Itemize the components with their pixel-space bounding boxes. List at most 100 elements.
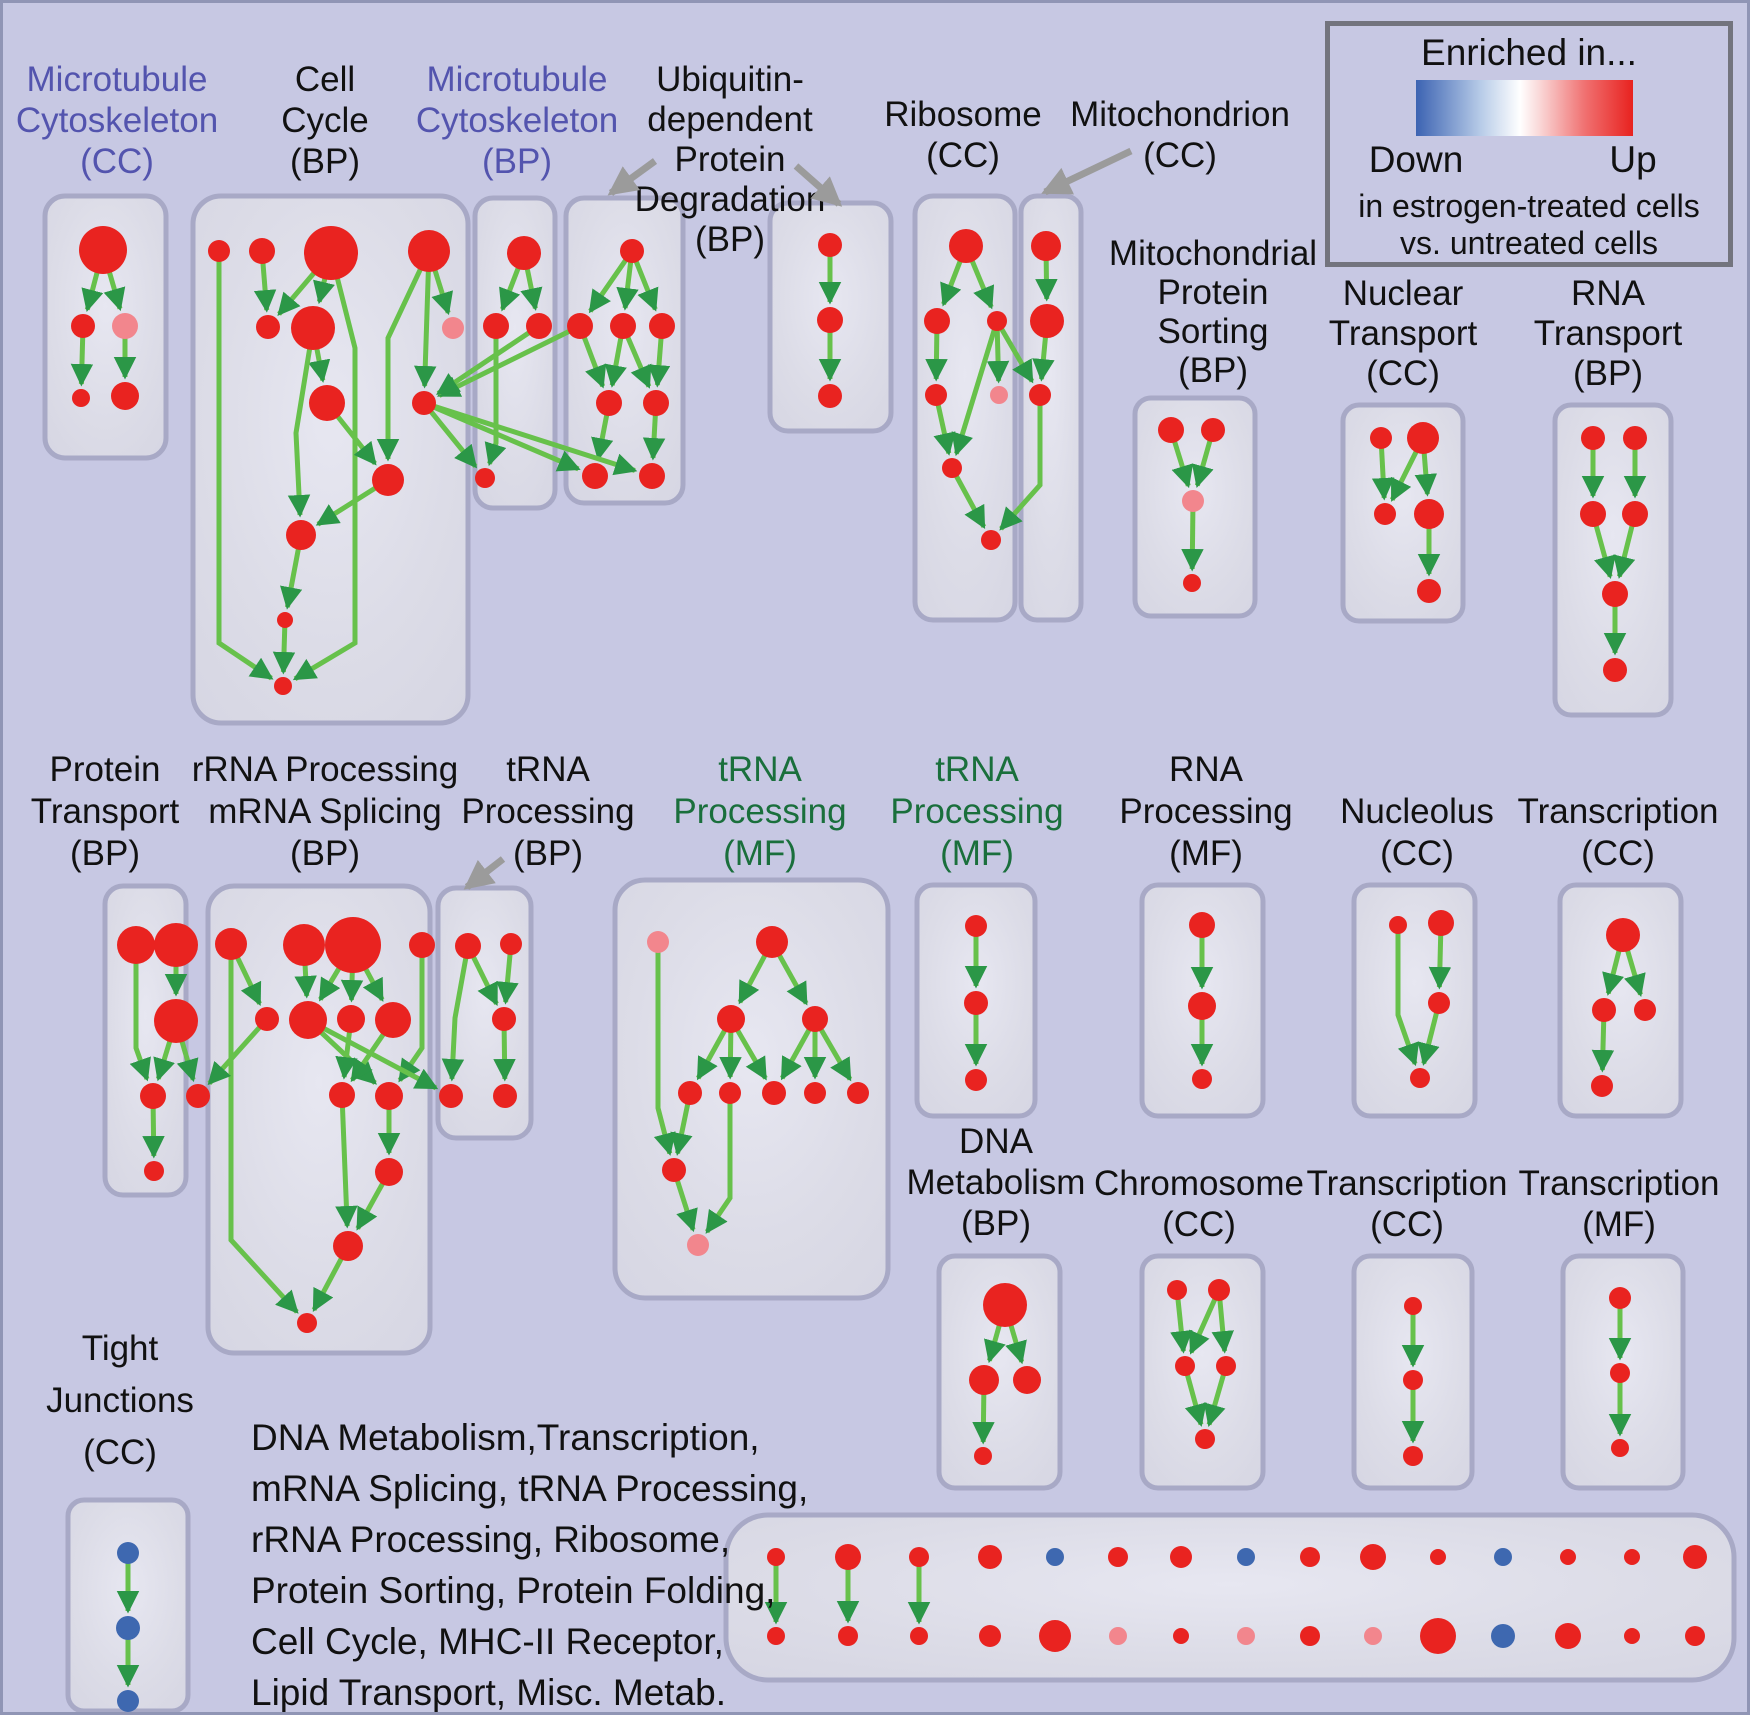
go-term-node: [333, 1231, 363, 1261]
go-term-node: [154, 923, 198, 967]
go-term-node: [140, 1083, 166, 1109]
go-term-node: [1624, 1549, 1640, 1565]
cluster-label-rna-transport: (BP): [1573, 354, 1643, 393]
cluster-box-dna-metabolism: [936, 1253, 1063, 1491]
go-term-node: [925, 384, 947, 406]
go-term-node: [1414, 499, 1444, 529]
cross-edge: [306, 1017, 439, 1091]
annotation-line: Cell Cycle, MHC-II Receptor,: [251, 1621, 724, 1662]
edge-rrna-processing-mrna-splicing: [397, 945, 425, 1083]
cluster-label-ribosome: (CC): [926, 136, 1000, 175]
edge-chromosome: [1188, 1288, 1222, 1355]
go-term-node: [1108, 1547, 1128, 1567]
go-term-node: [116, 1616, 140, 1640]
edge-rrna-processing-mrna-splicing: [335, 1094, 358, 1229]
cross-edge: [994, 319, 1035, 384]
annotation-line: rRNA Processing, Ribosome,: [251, 1519, 731, 1560]
cross-edge: [207, 1017, 269, 1086]
go-term-node: [1374, 503, 1396, 525]
cluster-label-mitochondrial-protein-sorting: Mitochondrial: [1109, 234, 1317, 273]
go-term-node: [1609, 1287, 1631, 1309]
go-term-node: [215, 928, 247, 960]
cluster-label-trna-processing-mf-2: Processing: [890, 792, 1063, 831]
go-term-node: [291, 306, 335, 350]
go-term-node: [1624, 1628, 1640, 1644]
cluster-label-dna-metabolism: DNA: [959, 1122, 1034, 1161]
edge-ribosome: [986, 320, 1010, 384]
cluster-label-transcription-cc-lower: Transcription: [1307, 1164, 1508, 1203]
go-term-node: [304, 226, 358, 280]
cluster-box-mitochondrion: [1018, 193, 1084, 623]
go-term-node: [983, 1283, 1027, 1327]
go-term-node: [567, 313, 593, 339]
edge-chromosome: [1170, 1289, 1193, 1354]
cluster-label-protein-transport: Protein: [50, 750, 161, 789]
edge-ribosome: [949, 466, 987, 529]
cluster-label-transcription-cc-upper: Transcription: [1518, 792, 1719, 831]
go-term-node: [483, 313, 509, 339]
go-term-node: [1634, 999, 1656, 1021]
go-term-node: [1404, 1297, 1422, 1315]
go-term-node: [647, 931, 669, 953]
go-term-node: [964, 991, 988, 1015]
go-term-node: [767, 1627, 785, 1645]
cluster-label-mitochondrial-protein-sorting: (BP): [1178, 351, 1248, 390]
cluster-label-trna-processing-mf-1: Processing: [673, 792, 846, 831]
go-term-node: [154, 999, 198, 1043]
cluster-label-tight-junctions: Tight: [82, 1329, 159, 1368]
go-term-node: [442, 317, 464, 339]
go-term-node: [1216, 1356, 1236, 1376]
cluster-label-microtubule-cytoskeleton-cc: Microtubule: [27, 60, 208, 99]
go-term-node: [981, 530, 1001, 550]
cluster-label-microtubule-cytoskeleton-bp: Cytoskeleton: [416, 101, 618, 140]
cluster-label-trna-processing-bp: (BP): [513, 834, 583, 873]
go-term-node: [325, 917, 381, 973]
cluster-label-tight-junctions: Junctions: [46, 1381, 194, 1420]
go-term-node: [767, 1548, 785, 1566]
go-term-node: [974, 1447, 992, 1465]
cluster-label-nuclear-transport: Nuclear: [1343, 274, 1464, 313]
edge-chromosome: [1203, 1365, 1229, 1428]
go-term-node: [507, 236, 541, 270]
cluster-label-trna-processing-bp: Processing: [461, 792, 634, 831]
go-term-node: [662, 1158, 686, 1182]
go-term-node: [72, 389, 90, 407]
go-term-node: [582, 463, 608, 489]
cluster-label-dna-metabolism: Metabolism: [907, 1163, 1086, 1202]
go-term-node: [1606, 918, 1640, 952]
cluster-label-transcription-cc-lower: (CC): [1370, 1205, 1444, 1244]
go-term-node: [1683, 1545, 1707, 1569]
go-term-node: [804, 1082, 826, 1104]
trna-bp-pointer: [463, 856, 506, 890]
go-term-node: [1183, 574, 1201, 592]
go-term-node: [847, 1082, 869, 1104]
cluster-label-trna-processing-mf-1: tRNA: [718, 750, 802, 789]
go-term-node: [687, 1234, 709, 1256]
cluster-label-trna-processing-mf-2: (MF): [940, 834, 1014, 873]
go-term-node: [1592, 998, 1616, 1022]
ubiquitin-right-pointer: [793, 163, 843, 207]
go-term-node: [1013, 1366, 1041, 1394]
go-term-node: [475, 468, 495, 488]
go-term-node: [979, 1625, 1001, 1647]
go-term-node: [439, 1084, 463, 1108]
cluster-box-rrna-processing-mrna-splicing: [205, 883, 433, 1356]
go-term-node: [1182, 490, 1204, 512]
go-term-node: [375, 1158, 403, 1186]
cluster-box-chromosome: [1139, 1253, 1266, 1491]
go-term-node: [965, 1069, 987, 1091]
cluster-label-rrna-processing-mrna-splicing: (BP): [290, 834, 360, 873]
go-term-node: [1201, 418, 1225, 442]
go-term-node: [1046, 1548, 1064, 1566]
cluster-label-trna-processing-mf-1: (MF): [723, 834, 797, 873]
edge-rrna-processing-mrna-splicing: [228, 944, 299, 1314]
annotation-line: mRNA Splicing, tRNA Processing,: [251, 1468, 809, 1509]
legend-gradient-bar: [1416, 80, 1633, 136]
go-term-node: [1195, 1429, 1215, 1449]
go-term-node: [493, 1084, 517, 1108]
cross-edge: [999, 395, 1043, 531]
network-diagram: MicrotubuleCytoskeleton(CC)CellCycle(BP)…: [16, 60, 1737, 1712]
go-term-node: [375, 1082, 403, 1110]
go-term-node: [186, 1084, 210, 1108]
